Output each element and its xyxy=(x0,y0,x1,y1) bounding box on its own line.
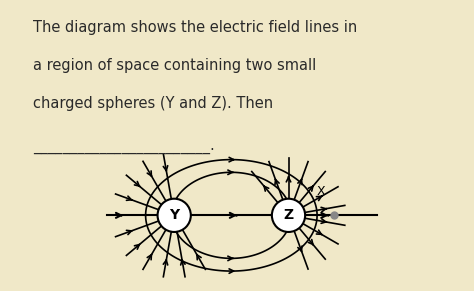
Text: The diagram shows the electric field lines in: The diagram shows the electric field lin… xyxy=(33,20,357,36)
Text: Y: Y xyxy=(169,208,179,222)
Text: ________________________.: ________________________. xyxy=(33,140,215,155)
Text: a region of space containing two small: a region of space containing two small xyxy=(33,58,317,73)
Text: charged spheres (Y and Z). Then: charged spheres (Y and Z). Then xyxy=(33,96,273,111)
Circle shape xyxy=(272,199,305,232)
Circle shape xyxy=(157,199,191,232)
Text: X: X xyxy=(317,185,325,198)
Text: Z: Z xyxy=(283,208,293,222)
